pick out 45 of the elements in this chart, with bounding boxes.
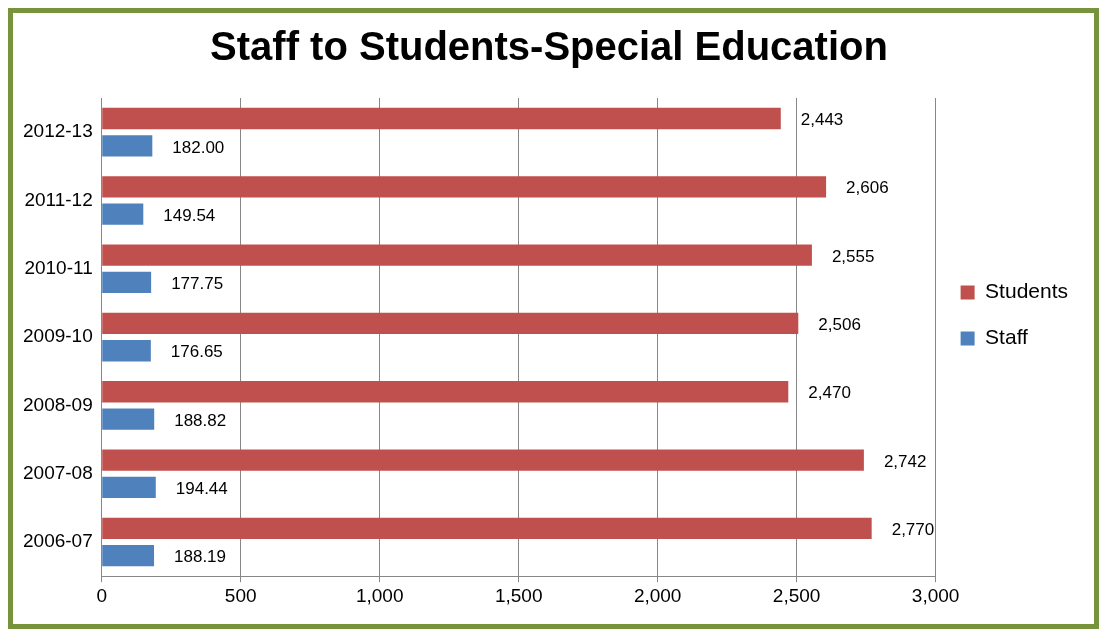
y-tick-label: 2012-13 xyxy=(22,120,93,142)
bar xyxy=(102,476,156,499)
bar xyxy=(102,244,812,266)
data-label: 188.19 xyxy=(174,547,227,567)
data-label: 149.54 xyxy=(163,205,216,225)
data-label: 188.82 xyxy=(174,410,227,430)
x-tick-label: 1,500 xyxy=(494,584,543,606)
bar xyxy=(102,517,872,540)
data-label: 2,742 xyxy=(883,451,927,471)
data-label: 176.65 xyxy=(170,342,223,362)
data-label: 2,443 xyxy=(800,110,844,130)
chart-title: Staff to Students-Special Education xyxy=(210,24,888,69)
bar xyxy=(102,381,789,403)
y-tick-label: 2007-08 xyxy=(22,461,93,483)
legend-label: Staff xyxy=(985,325,1029,349)
x-tick-label: 1,000 xyxy=(355,584,404,606)
x-tick-label: 2,000 xyxy=(633,584,682,606)
bar xyxy=(102,545,155,567)
x-tick-label: 3,000 xyxy=(911,584,960,606)
bar xyxy=(102,449,864,471)
bar xyxy=(102,271,152,294)
bar xyxy=(102,203,144,225)
bar xyxy=(102,408,155,430)
y-tick-label: 2010-11 xyxy=(24,257,93,279)
data-label: 2,506 xyxy=(818,315,861,335)
bar xyxy=(102,312,799,335)
y-tick-label: 2011-12 xyxy=(24,188,93,210)
y-tick-label: 2009-10 xyxy=(22,325,93,347)
bar xyxy=(102,107,781,130)
data-label: 194.44 xyxy=(175,479,228,499)
bar xyxy=(102,340,151,362)
bar xyxy=(102,135,153,157)
x-tick-label: 500 xyxy=(224,584,257,606)
data-label: 2,606 xyxy=(846,178,889,198)
data-label: 2,555 xyxy=(831,246,875,266)
data-label: 182.00 xyxy=(172,137,225,157)
data-label: 177.75 xyxy=(171,274,224,294)
x-tick-label: 2,500 xyxy=(772,584,821,606)
data-label: 2,470 xyxy=(808,383,851,403)
x-tick-label: 0 xyxy=(96,584,108,606)
data-label: 2,770 xyxy=(891,520,935,540)
legend-label: Students xyxy=(985,279,1069,303)
y-tick-label: 2008-09 xyxy=(22,393,93,415)
y-tick-label: 2006-07 xyxy=(22,530,93,552)
bar xyxy=(102,176,827,198)
